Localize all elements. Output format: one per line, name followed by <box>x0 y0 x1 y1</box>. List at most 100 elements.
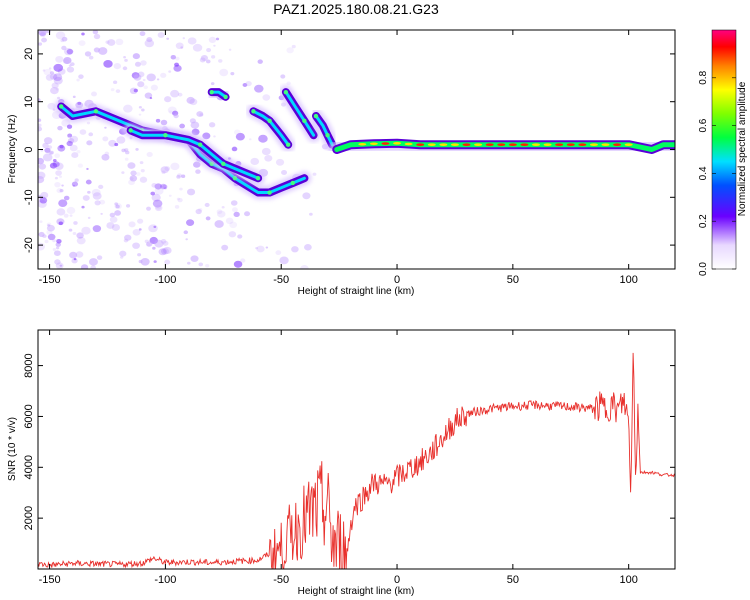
colorbar-tick-label: 0.2 <box>698 214 709 228</box>
noise-blob <box>94 200 101 206</box>
noise-blob <box>132 53 140 60</box>
noise-blob <box>139 161 144 165</box>
noise-blob <box>258 134 268 143</box>
noise-blob <box>109 216 118 223</box>
noise-blob <box>257 59 263 64</box>
colorbar-gradient <box>712 30 736 269</box>
noise-blob <box>204 202 210 208</box>
noise-blob <box>52 108 56 111</box>
noise-blob <box>86 140 93 146</box>
noise-blob <box>155 204 162 210</box>
noise-blob <box>69 144 78 152</box>
noise-blob <box>42 69 46 72</box>
y-tick-label: 20 <box>23 48 35 60</box>
noise-blob <box>98 47 108 55</box>
ridge-hot-spot <box>520 143 529 147</box>
noise-blob <box>77 163 84 168</box>
noise-blob <box>190 121 200 129</box>
noise-blob <box>107 39 116 46</box>
noise-blob <box>168 70 172 73</box>
noise-blob <box>76 236 86 245</box>
noise-blob <box>233 260 243 268</box>
noise-blob <box>304 244 312 251</box>
noise-blob <box>81 32 85 36</box>
noise-blob <box>132 228 141 236</box>
colorbar-ticks: 0.0 0.2 0.4 0.6 0.8 <box>698 70 736 276</box>
noise-blob <box>67 133 73 138</box>
noise-blob <box>114 210 122 216</box>
noise-blob <box>140 60 147 66</box>
noise-blob <box>186 219 195 226</box>
noise-blob <box>85 179 92 185</box>
ridge-hot-spot <box>601 143 610 147</box>
y-tick-label: 6000 <box>23 404 35 428</box>
ridge-hot-spot <box>578 143 587 147</box>
noise-blob <box>53 76 63 85</box>
noise-blob <box>53 250 61 256</box>
snr-y-label: SNR (10 * v/v) <box>7 417 18 481</box>
noise-blob <box>234 129 241 135</box>
noise-blob <box>173 64 182 72</box>
noise-blob <box>124 234 132 241</box>
noise-blob <box>93 47 100 53</box>
noise-blob <box>129 175 138 182</box>
noise-blob <box>133 74 142 81</box>
noise-blob <box>75 101 84 109</box>
noise-blob <box>183 230 189 235</box>
noise-blob <box>69 135 79 143</box>
noise-blob <box>138 259 143 264</box>
noise-blob <box>164 187 167 190</box>
noise-blob <box>300 265 309 269</box>
noise-blob <box>47 145 53 150</box>
ridge-hot-spot <box>450 143 459 147</box>
noise-blob <box>57 96 61 100</box>
noise-blob <box>177 92 183 97</box>
ridge-hot-spot <box>462 143 471 147</box>
noise-blob <box>115 204 120 209</box>
noise-blob <box>255 246 259 250</box>
ridge-hot-spot <box>369 142 378 146</box>
noise-blob <box>275 158 285 166</box>
noise-blob <box>53 73 63 82</box>
spectrogram-background-noise <box>38 30 329 269</box>
noise-blob <box>99 199 106 205</box>
noise-blob <box>162 184 168 189</box>
colorbar-label: Normalized spectral amplitude <box>737 81 748 216</box>
noise-blob <box>214 220 224 228</box>
noise-blob <box>72 184 76 187</box>
spectrogram-x-label: Height of straight line (km) <box>298 286 415 297</box>
ridge-hot-spot <box>497 143 506 147</box>
noise-blob <box>146 206 151 211</box>
noise-blob <box>154 187 164 195</box>
noise-blob <box>110 88 115 92</box>
noise-blob <box>68 64 72 67</box>
noise-blob <box>59 264 63 267</box>
noise-blob <box>81 205 85 209</box>
noise-blob <box>148 224 158 233</box>
noise-blob <box>78 74 84 79</box>
noise-blob <box>176 197 181 201</box>
noise-blob <box>43 137 53 145</box>
ridge-hot-spot <box>358 142 367 146</box>
noise-blob <box>208 36 217 43</box>
noise-blob <box>154 204 163 212</box>
noise-blob <box>53 63 64 72</box>
noise-blob <box>79 129 87 135</box>
ridge-peak <box>290 180 295 186</box>
x-tick-label: -150 <box>39 274 61 286</box>
snr-frame <box>37 329 676 570</box>
noise-blob <box>44 239 49 244</box>
noise-blob <box>166 37 170 40</box>
noise-blob <box>51 82 59 89</box>
snr-ticks: -150 -100 -50 0 50 100 2000 4000 6000 8000 <box>23 330 675 586</box>
noise-blob <box>73 221 78 225</box>
noise-blob <box>225 217 234 225</box>
noise-blob <box>42 142 49 149</box>
noise-blob <box>90 265 96 269</box>
noise-blob <box>138 113 142 116</box>
noise-blob <box>132 242 140 249</box>
ridge-peak <box>251 109 256 114</box>
noise-blob <box>67 137 75 144</box>
noise-blob <box>281 102 286 107</box>
noise-blob <box>59 188 64 193</box>
